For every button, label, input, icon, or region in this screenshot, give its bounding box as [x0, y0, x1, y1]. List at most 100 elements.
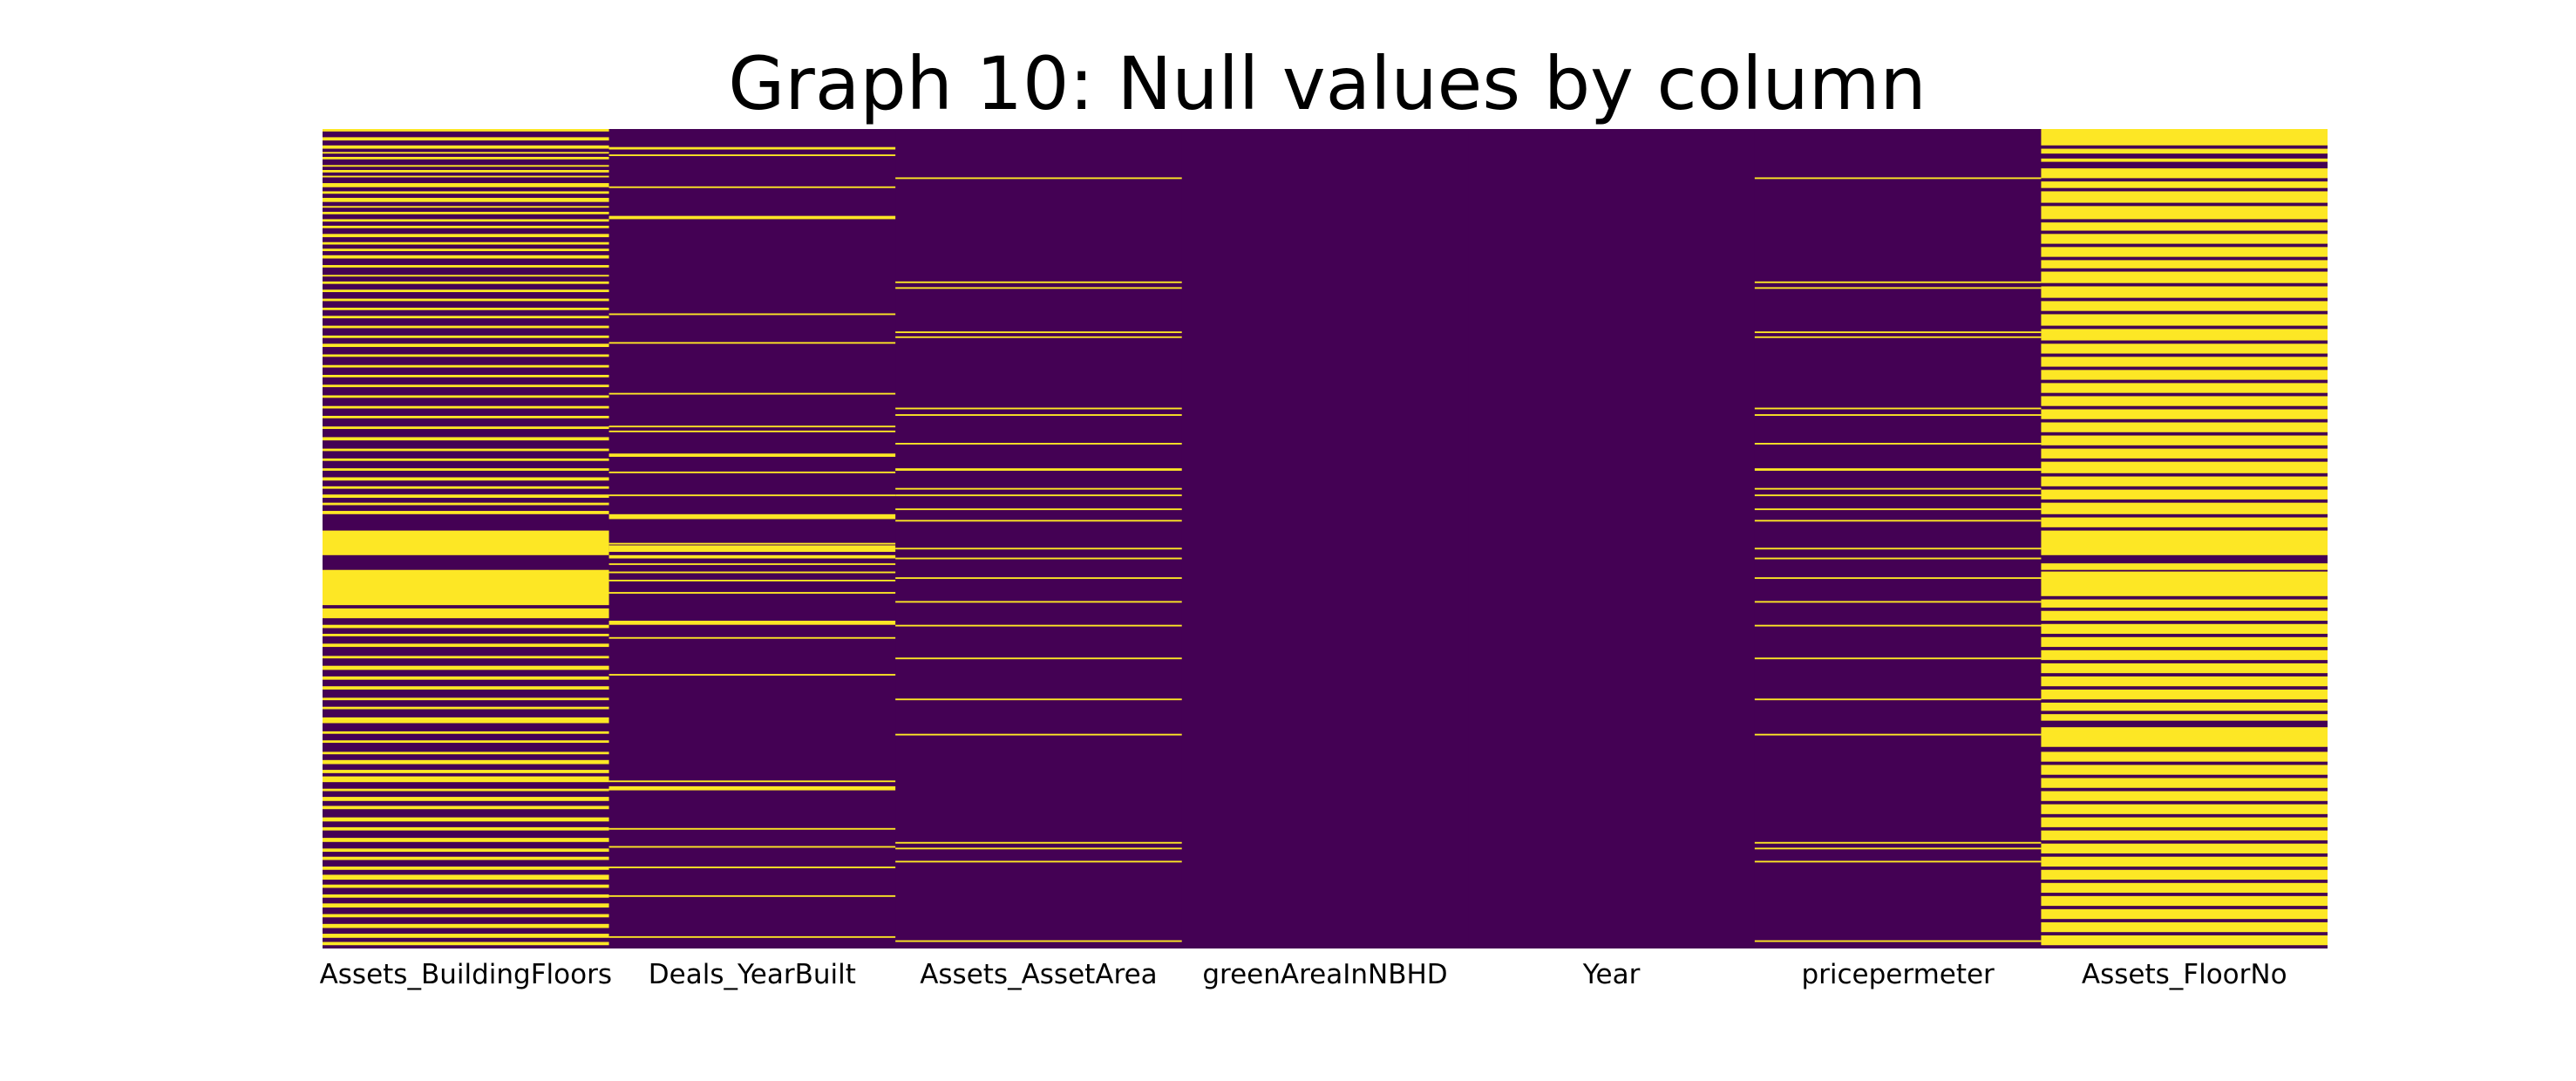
null-band-Assets_BuildingFloors-62: [323, 759, 610, 765]
null-band-Assets_AssetArea-6: [895, 414, 1183, 416]
null-band-Assets_BuildingFloors-21: [323, 281, 610, 284]
null-band-Assets_BuildingFloors-32: [323, 384, 610, 388]
null-band-Assets_AssetArea-7: [895, 443, 1183, 445]
null-band-Assets_BuildingFloors-38: [323, 448, 610, 452]
null-band-Assets_AssetArea-15: [895, 577, 1183, 580]
null-band-Assets_BuildingFloors-40: [323, 468, 610, 471]
null-band-Assets_FloorNo-40: [2041, 689, 2328, 700]
null-band-Assets_BuildingFloors-16: [323, 241, 610, 245]
null-band-Assets_AssetArea-17: [895, 624, 1183, 627]
null-band-Assets_AssetArea-4: [895, 336, 1183, 338]
null-band-Assets_FloorNo-49: [2041, 804, 2328, 814]
null-band-pricepermeter-9: [1754, 487, 2042, 490]
null-band-Assets_AssetArea-21: [895, 841, 1183, 844]
null-band-Assets_BuildingFloors-72: [323, 856, 610, 860]
null-band-Assets_BuildingFloors-18: [323, 255, 610, 259]
null-band-pricepermeter-4: [1754, 336, 2042, 338]
null-band-Assets_FloorNo-38: [2041, 663, 2328, 674]
null-band-Deals_YearBuilt-8: [608, 430, 896, 432]
null-band-Deals_YearBuilt-2: [608, 186, 896, 188]
null-band-Assets_BuildingFloors-4: [323, 156, 610, 160]
null-band-Assets_FloorNo-34: [2041, 610, 2328, 621]
null-band-Assets_AssetArea-1: [895, 281, 1183, 283]
null-band-Assets_FloorNo-58: [2041, 921, 2328, 933]
null-band-Assets_AssetArea-10: [895, 494, 1183, 497]
null-band-Deals_YearBuilt-13: [608, 542, 896, 545]
null-band-Assets_BuildingFloors-25: [323, 316, 610, 319]
null-band-Assets_FloorNo-30: [2041, 530, 2328, 555]
null-band-Assets_BuildingFloors-63: [323, 770, 610, 773]
null-band-Assets_BuildingFloors-27: [323, 335, 610, 338]
null-band-pricepermeter-8: [1754, 468, 2042, 471]
null-band-Assets_BuildingFloors-5: [323, 165, 610, 167]
null-band-Assets_BuildingFloors-67: [323, 806, 610, 810]
null-band-pricepermeter-0: [1754, 177, 2042, 180]
null-band-Assets_FloorNo-15: [2041, 329, 2328, 341]
null-band-Deals_YearBuilt-6: [608, 392, 896, 395]
null-band-pricepermeter-19: [1754, 698, 2042, 701]
null-band-Assets_BuildingFloors-54: [323, 676, 610, 680]
null-band-Assets_BuildingFloors-24: [323, 307, 610, 310]
null-band-Assets_FloorNo-3: [2041, 168, 2328, 179]
null-band-Assets_FloorNo-41: [2041, 703, 2328, 711]
null-band-pricepermeter-6: [1754, 414, 2042, 416]
null-band-Assets_BuildingFloors-59: [323, 731, 610, 734]
null-band-Assets_BuildingFloors-77: [323, 903, 610, 908]
null-band-Assets_BuildingFloors-75: [323, 884, 610, 888]
null-band-Assets_AssetArea-3: [895, 331, 1183, 334]
null-band-Assets_BuildingFloors-71: [323, 848, 610, 853]
null-band-Assets_BuildingFloors-53: [323, 665, 610, 670]
null-band-Assets_BuildingFloors-46: [323, 530, 610, 555]
null-band-Deals_YearBuilt-4: [608, 313, 896, 316]
null-band-Deals_YearBuilt-20: [608, 621, 896, 625]
null-band-Assets_FloorNo-10: [2041, 260, 2328, 269]
null-band-Deals_YearBuilt-28: [608, 894, 896, 897]
null-band-Assets_BuildingFloors-33: [323, 395, 610, 398]
null-band-pricepermeter-10: [1754, 494, 2042, 497]
null-band-Deals_YearBuilt-14: [608, 545, 896, 553]
null-band-Assets_AssetArea-24: [895, 940, 1183, 942]
null-band-Assets_FloorNo-37: [2041, 649, 2328, 661]
null-band-Assets_FloorNo-55: [2041, 882, 2328, 894]
null-band-Assets_FloorNo-29: [2041, 517, 2328, 527]
null-band-Assets_BuildingFloors-58: [323, 717, 610, 724]
null-band-Assets_BuildingFloors-7: [323, 175, 610, 178]
null-band-Assets_BuildingFloors-79: [323, 923, 610, 928]
null-band-Assets_FloorNo-1: [2041, 148, 2328, 154]
null-band-Assets_AssetArea-9: [895, 487, 1183, 490]
null-band-Deals_YearBuilt-0: [608, 146, 896, 150]
null-band-Assets_BuildingFloors-26: [323, 325, 610, 329]
null-band-Assets_BuildingFloors-78: [323, 914, 610, 918]
null-band-Assets_BuildingFloors-19: [323, 265, 610, 268]
null-band-Assets_BuildingFloors-50: [323, 634, 610, 636]
null-band-Assets_FloorNo-5: [2041, 191, 2328, 203]
chart-title: Graph 10: Null values by column: [728, 41, 1927, 126]
null-band-Assets_FloorNo-6: [2041, 206, 2328, 220]
x-tick-label-Assets_AssetArea: Assets_AssetArea: [920, 959, 1158, 990]
null-band-Assets_FloorNo-42: [2041, 714, 2328, 721]
null-band-Assets_BuildingFloors-2: [323, 145, 610, 149]
null-band-Assets_FloorNo-12: [2041, 286, 2328, 298]
null-band-Assets_FloorNo-57: [2041, 908, 2328, 920]
null-band-Assets_BuildingFloors-57: [323, 706, 610, 710]
null-band-Assets_FloorNo-53: [2041, 856, 2328, 867]
null-band-Assets_BuildingFloors-35: [323, 416, 610, 418]
null-band-Assets_BuildingFloors-80: [323, 934, 610, 938]
null-band-Deals_YearBuilt-12: [608, 513, 896, 520]
null-band-Deals_YearBuilt-29: [608, 935, 896, 938]
null-band-Assets_BuildingFloors-13: [323, 219, 610, 222]
null-band-Assets_BuildingFloors-48: [323, 608, 610, 619]
null-band-Assets_BuildingFloors-9: [323, 191, 610, 194]
null-band-Assets_FloorNo-27: [2041, 489, 2328, 500]
null-band-Assets_BuildingFloors-11: [323, 206, 610, 208]
null-band-Assets_BuildingFloors-0: [323, 129, 610, 132]
null-band-pricepermeter-24: [1754, 940, 2042, 942]
null-band-pricepermeter-22: [1754, 847, 2042, 850]
null-band-Assets_FloorNo-46: [2041, 765, 2328, 775]
null-band-Assets_AssetArea-14: [895, 557, 1183, 560]
null-band-Assets_BuildingFloors-45: [323, 511, 610, 514]
null-band-Assets_BuildingFloors-34: [323, 405, 610, 409]
null-band-Assets_BuildingFloors-70: [323, 838, 610, 842]
null-band-Assets_FloorNo-9: [2041, 247, 2328, 257]
x-tick-label-pricepermeter: pricepermeter: [1801, 959, 1995, 990]
